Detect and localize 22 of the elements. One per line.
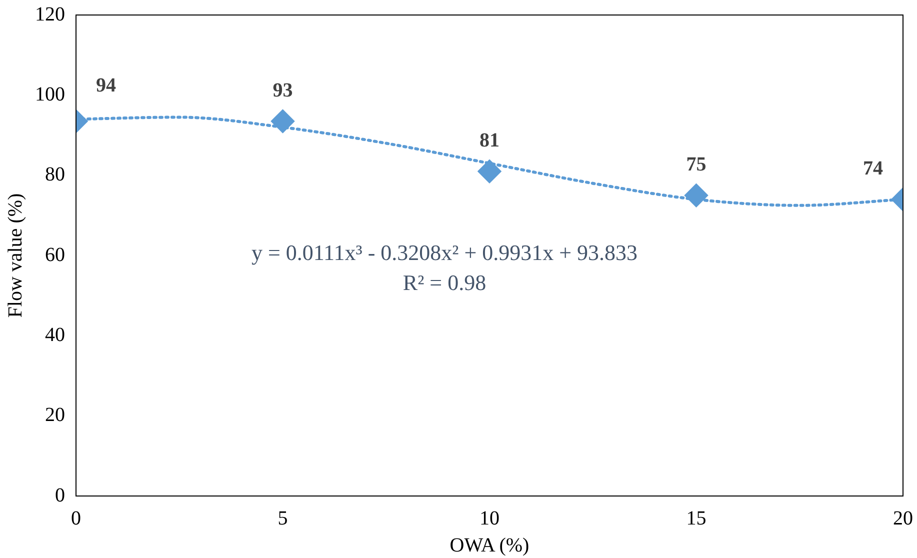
text: 93	[272, 79, 293, 102]
x-tick-label: 20	[893, 507, 913, 530]
text: 75	[686, 154, 706, 176]
point	[478, 160, 501, 183]
x-tick-label: 10	[480, 507, 500, 530]
y-tick-label: 0	[55, 484, 65, 506]
x-tick-label: 15	[686, 507, 706, 530]
y-tick-label: 20	[45, 404, 65, 426]
y-tick-label: 60	[45, 244, 65, 266]
annotation: y = 0.0111x³ - 0.3208x² + 0.9931x + 93.833	[251, 240, 638, 265]
y-tick-label: 120	[35, 3, 65, 26]
annotation: R² = 0.98	[402, 270, 486, 295]
y-axis-title: Flow value (%)	[4, 193, 26, 318]
text: 81	[480, 129, 500, 152]
text: 94	[96, 74, 116, 96]
y-tick-label: 100	[35, 83, 65, 106]
x-axis-title: OWA (%)	[450, 534, 530, 556]
y-tick-label: 80	[45, 164, 65, 186]
x-tick-label: 0	[71, 507, 81, 530]
y-tick-label: 40	[45, 324, 65, 346]
text: 74	[863, 158, 883, 180]
x-tick-label: 5	[278, 507, 288, 530]
